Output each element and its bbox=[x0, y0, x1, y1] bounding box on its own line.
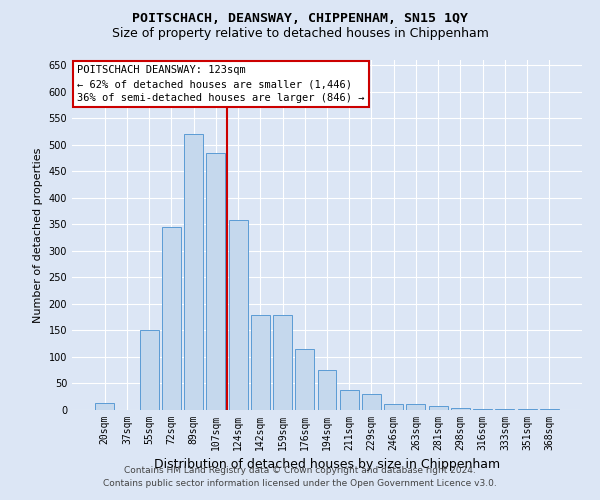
Bar bbox=[95, 403, 114, 410]
Bar bbox=[451, 408, 470, 410]
Y-axis label: Number of detached properties: Number of detached properties bbox=[33, 148, 43, 322]
Bar bbox=[251, 314, 270, 410]
Bar bbox=[340, 390, 359, 410]
Text: Contains HM Land Registry data © Crown copyright and database right 2024.
Contai: Contains HM Land Registry data © Crown c… bbox=[103, 466, 497, 487]
Bar bbox=[206, 153, 225, 410]
Bar bbox=[229, 220, 248, 410]
Text: POITSCHACH, DEANSWAY, CHIPPENHAM, SN15 1QY: POITSCHACH, DEANSWAY, CHIPPENHAM, SN15 1… bbox=[132, 12, 468, 26]
Bar bbox=[184, 134, 203, 410]
Bar bbox=[273, 314, 292, 410]
Bar bbox=[384, 404, 403, 410]
Bar bbox=[317, 370, 337, 410]
Bar bbox=[362, 394, 381, 410]
Bar bbox=[162, 227, 181, 410]
Text: POITSCHACH DEANSWAY: 123sqm
← 62% of detached houses are smaller (1,446)
36% of : POITSCHACH DEANSWAY: 123sqm ← 62% of det… bbox=[77, 66, 365, 104]
Bar bbox=[140, 330, 158, 410]
Bar bbox=[295, 349, 314, 410]
X-axis label: Distribution of detached houses by size in Chippenham: Distribution of detached houses by size … bbox=[154, 458, 500, 471]
Bar bbox=[406, 404, 425, 410]
Bar bbox=[429, 406, 448, 410]
Text: Size of property relative to detached houses in Chippenham: Size of property relative to detached ho… bbox=[112, 28, 488, 40]
